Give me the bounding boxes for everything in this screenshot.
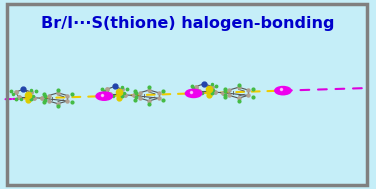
Circle shape (275, 87, 291, 95)
Text: Br/I···S(thione) halogen-bonding: Br/I···S(thione) halogen-bonding (41, 16, 335, 31)
Circle shape (96, 92, 112, 100)
Circle shape (185, 89, 202, 98)
